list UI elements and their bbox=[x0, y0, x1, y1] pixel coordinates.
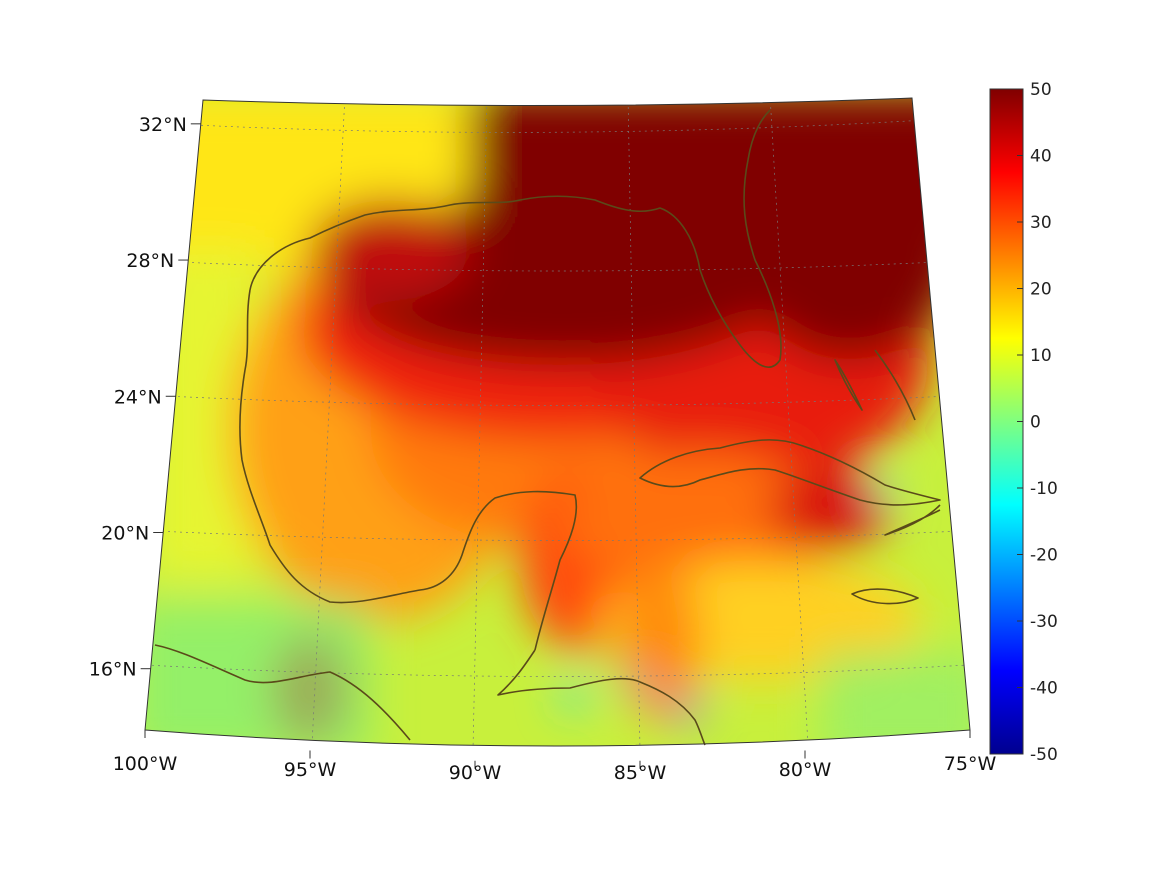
lon-tick-label: 80°W bbox=[779, 759, 832, 781]
colorbar-tick-label: 30 bbox=[1030, 213, 1052, 233]
colorbar-tick-label: -20 bbox=[1030, 546, 1058, 566]
colorbar-tick-label: 20 bbox=[1030, 280, 1052, 300]
map-frame bbox=[144, 97, 971, 747]
lon-tick-label: 85°W bbox=[614, 762, 667, 784]
colorbar-tick-label: 40 bbox=[1030, 147, 1052, 167]
colorbar-tick-label: 10 bbox=[1030, 346, 1052, 366]
lon-tick-label: 100°W bbox=[113, 753, 178, 775]
latitude-labels: 32°N 28°N 24°N 20°N 16°N bbox=[89, 114, 201, 681]
colorbar-labels: 50 40 30 20 10 0 -10 -20 -30 -40 -50 bbox=[1017, 80, 1058, 765]
lat-tick-label: 24°N bbox=[114, 386, 162, 408]
colorbar-tick-label: 50 bbox=[1030, 80, 1052, 100]
colorbar-tick-label: 0 bbox=[1030, 413, 1041, 433]
coastlines bbox=[154, 109, 941, 746]
lat-tick-label: 32°N bbox=[139, 114, 187, 136]
graticule bbox=[145, 98, 969, 746]
lat-tick-label: 16°N bbox=[89, 659, 137, 681]
colorbar-tick-label: -40 bbox=[1030, 679, 1058, 699]
colorbar-tick-label: -50 bbox=[1030, 745, 1058, 765]
longitude-labels: 100°W 95°W 90°W 85°W 80°W 75°W bbox=[113, 730, 997, 784]
lon-tick-label: 95°W bbox=[284, 759, 337, 781]
lon-tick-label: 75°W bbox=[944, 753, 997, 775]
colorbar: 50 40 30 20 10 0 -10 -20 -30 -40 -50 bbox=[989, 80, 1058, 765]
data-field bbox=[145, 98, 970, 746]
lat-tick-label: 20°N bbox=[101, 522, 149, 544]
lon-tick-label: 90°W bbox=[449, 762, 502, 784]
colorbar-tick-label: -30 bbox=[1030, 612, 1058, 632]
lat-tick-label: 28°N bbox=[126, 250, 174, 272]
colorbar-tick-label: -10 bbox=[1030, 479, 1058, 499]
